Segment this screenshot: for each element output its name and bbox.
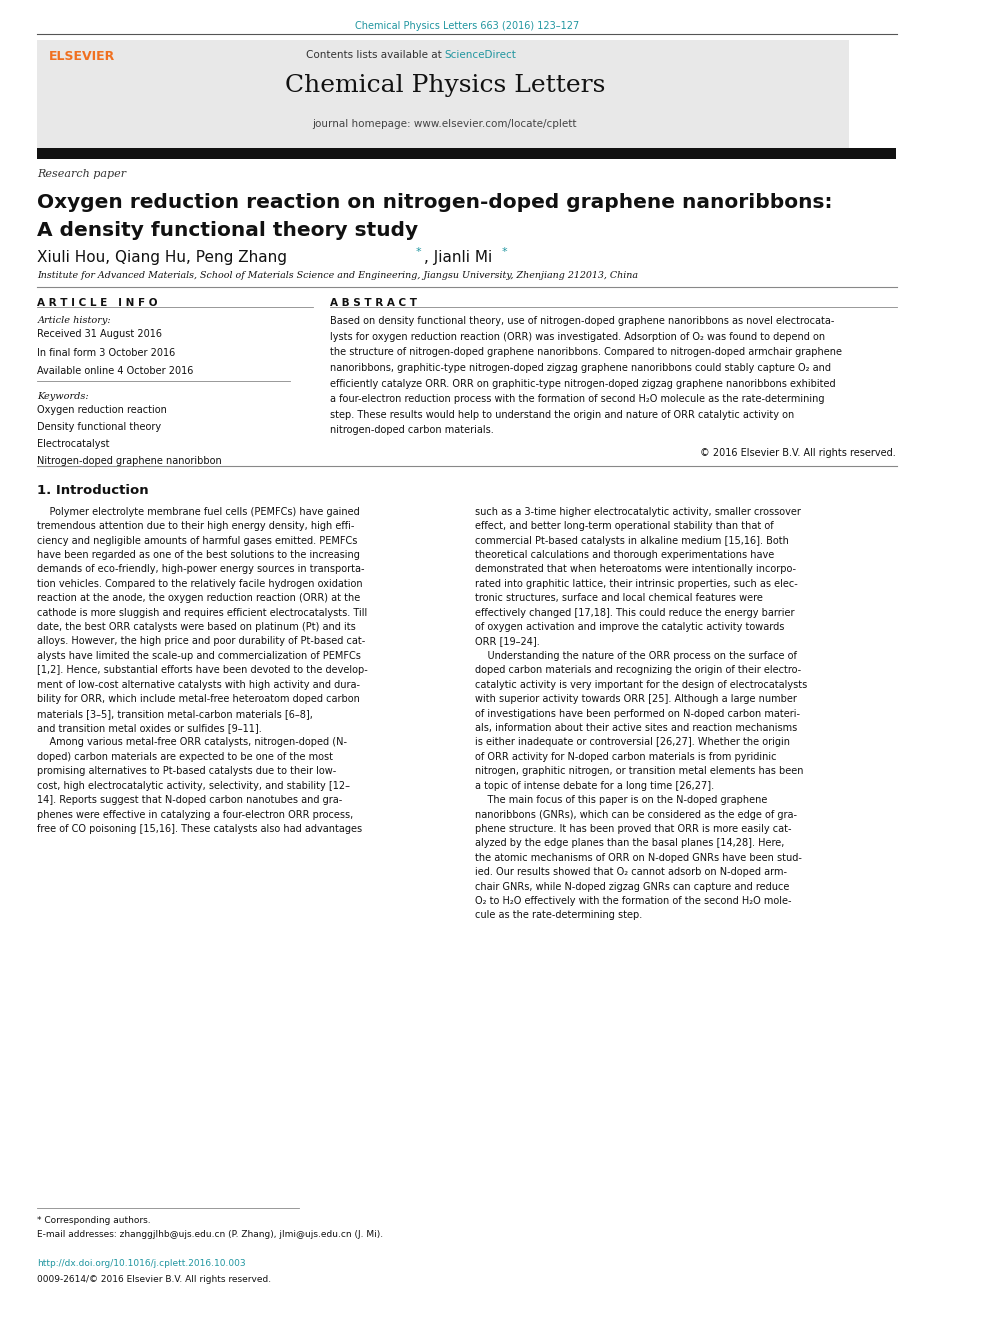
Text: such as a 3-time higher electrocatalytic activity, smaller crossover: such as a 3-time higher electrocatalytic…	[475, 507, 801, 517]
Text: *: *	[416, 247, 422, 258]
Text: effect, and better long-term operational stability than that of: effect, and better long-term operational…	[475, 521, 774, 531]
Text: nanoribbons (GNRs), which can be considered as the edge of gra-: nanoribbons (GNRs), which can be conside…	[475, 810, 797, 819]
Text: ORR [19–24].: ORR [19–24].	[475, 636, 540, 647]
Text: cathode is more sluggish and requires efficient electrocatalysts. Till: cathode is more sluggish and requires ef…	[38, 607, 368, 618]
Text: Institute for Advanced Materials, School of Materials Science and Engineering, J: Institute for Advanced Materials, School…	[38, 271, 639, 280]
Text: Density functional theory: Density functional theory	[38, 422, 162, 433]
Text: alloys. However, the high price and poor durability of Pt-based cat-: alloys. However, the high price and poor…	[38, 636, 366, 647]
Text: of oxygen activation and improve the catalytic activity towards: of oxygen activation and improve the cat…	[475, 622, 784, 632]
Text: tion vehicles. Compared to the relatively facile hydrogen oxidation: tion vehicles. Compared to the relativel…	[38, 579, 363, 589]
Text: ciency and negligible amounts of harmful gases emitted. PEMFCs: ciency and negligible amounts of harmful…	[38, 536, 358, 545]
Text: , Jianli Mi: , Jianli Mi	[425, 250, 493, 265]
Text: Contents lists available at: Contents lists available at	[306, 50, 444, 61]
Text: © 2016 Elsevier B.V. All rights reserved.: © 2016 Elsevier B.V. All rights reserved…	[699, 447, 896, 458]
Text: Oxygen reduction reaction: Oxygen reduction reaction	[38, 405, 168, 415]
Text: Xiuli Hou, Qiang Hu, Peng Zhang: Xiuli Hou, Qiang Hu, Peng Zhang	[38, 250, 288, 265]
Text: ELSEVIER: ELSEVIER	[49, 50, 115, 64]
Text: Received 31 August 2016: Received 31 August 2016	[38, 329, 163, 340]
Text: *: *	[502, 247, 508, 258]
Text: cule as the rate-determining step.: cule as the rate-determining step.	[475, 910, 642, 921]
Text: chair GNRs, while N-doped zigzag GNRs can capture and reduce: chair GNRs, while N-doped zigzag GNRs ca…	[475, 881, 789, 892]
Text: the structure of nitrogen-doped graphene nanoribbons. Compared to nitrogen-doped: the structure of nitrogen-doped graphene…	[330, 348, 842, 357]
Text: a four-electron reduction process with the formation of second H₂O molecule as t: a four-electron reduction process with t…	[330, 394, 824, 405]
Text: Based on density functional theory, use of nitrogen-doped graphene nanoribbons a: Based on density functional theory, use …	[330, 316, 834, 327]
Text: Chemical Physics Letters 663 (2016) 123–127: Chemical Physics Letters 663 (2016) 123–…	[355, 21, 579, 32]
Text: Nitrogen-doped graphene nanoribbon: Nitrogen-doped graphene nanoribbon	[38, 456, 222, 467]
Text: and transition metal oxides or sulfides [9–11].: and transition metal oxides or sulfides …	[38, 724, 262, 733]
Text: The main focus of this paper is on the N-doped graphene: The main focus of this paper is on the N…	[475, 795, 767, 806]
Text: doped carbon materials and recognizing the origin of their electro-: doped carbon materials and recognizing t…	[475, 665, 801, 675]
Text: Research paper: Research paper	[38, 169, 127, 180]
Text: catalytic activity is very important for the design of electrocatalysts: catalytic activity is very important for…	[475, 680, 807, 689]
Text: lysts for oxygen reduction reaction (ORR) was investigated. Adsorption of O₂ was: lysts for oxygen reduction reaction (ORR…	[330, 332, 825, 341]
Text: nitrogen, graphitic nitrogen, or transition metal elements has been: nitrogen, graphitic nitrogen, or transit…	[475, 766, 804, 777]
Text: is either inadequate or controversial [26,27]. Whether the origin: is either inadequate or controversial [2…	[475, 737, 790, 747]
Text: E-mail addresses: zhanggjlhb@ujs.edu.cn (P. Zhang), jlmi@ujs.edu.cn (J. Mi).: E-mail addresses: zhanggjlhb@ujs.edu.cn …	[38, 1230, 384, 1240]
Text: A density functional theory study: A density functional theory study	[38, 221, 419, 239]
Text: Understanding the nature of the ORR process on the surface of: Understanding the nature of the ORR proc…	[475, 651, 797, 662]
Text: step. These results would help to understand the origin and nature of ORR cataly: step. These results would help to unders…	[330, 410, 795, 419]
Text: O₂ to H₂O effectively with the formation of the second H₂O mole-: O₂ to H₂O effectively with the formation…	[475, 896, 792, 906]
Text: In final form 3 October 2016: In final form 3 October 2016	[38, 348, 176, 359]
Text: ment of low-cost alternative catalysts with high activity and dura-: ment of low-cost alternative catalysts w…	[38, 680, 360, 689]
Text: demonstrated that when heteroatoms were intentionally incorpo-: demonstrated that when heteroatoms were …	[475, 565, 796, 574]
Text: of investigations have been performed on N-doped carbon materi-: of investigations have been performed on…	[475, 709, 800, 718]
Text: materials [3–5], transition metal-carbon materials [6–8],: materials [3–5], transition metal-carbon…	[38, 709, 313, 718]
Text: of ORR activity for N-doped carbon materials is from pyridinic: of ORR activity for N-doped carbon mater…	[475, 751, 777, 762]
Text: 1. Introduction: 1. Introduction	[38, 484, 149, 497]
Text: nitrogen-doped carbon materials.: nitrogen-doped carbon materials.	[330, 426, 494, 435]
Text: A R T I C L E   I N F O: A R T I C L E I N F O	[38, 298, 158, 308]
Text: 0009-2614/© 2016 Elsevier B.V. All rights reserved.: 0009-2614/© 2016 Elsevier B.V. All right…	[38, 1275, 272, 1285]
FancyBboxPatch shape	[38, 148, 896, 159]
Text: Keywords:: Keywords:	[38, 392, 89, 401]
Text: Available online 4 October 2016: Available online 4 October 2016	[38, 366, 193, 377]
Text: Chemical Physics Letters: Chemical Physics Letters	[285, 74, 605, 97]
Text: promising alternatives to Pt-based catalysts due to their low-: promising alternatives to Pt-based catal…	[38, 766, 336, 777]
Text: with superior activity towards ORR [25]. Although a large number: with superior activity towards ORR [25].…	[475, 695, 797, 704]
Text: doped) carbon materials are expected to be one of the most: doped) carbon materials are expected to …	[38, 751, 333, 762]
Text: bility for ORR, which include metal-free heteroatom doped carbon: bility for ORR, which include metal-free…	[38, 695, 360, 704]
Text: commercial Pt-based catalysts in alkaline medium [15,16]. Both: commercial Pt-based catalysts in alkalin…	[475, 536, 789, 545]
Text: Article history:: Article history:	[38, 316, 111, 325]
Text: Among various metal-free ORR catalysts, nitrogen-doped (N-: Among various metal-free ORR catalysts, …	[38, 737, 347, 747]
Text: alyzed by the edge planes than the basal planes [14,28]. Here,: alyzed by the edge planes than the basal…	[475, 839, 784, 848]
Text: ied. Our results showed that O₂ cannot adsorb on N-doped arm-: ied. Our results showed that O₂ cannot a…	[475, 868, 787, 877]
Text: A B S T R A C T: A B S T R A C T	[330, 298, 417, 308]
Text: http://dx.doi.org/10.1016/j.cplett.2016.10.003: http://dx.doi.org/10.1016/j.cplett.2016.…	[38, 1259, 246, 1269]
Text: effectively changed [17,18]. This could reduce the energy barrier: effectively changed [17,18]. This could …	[475, 607, 795, 618]
Text: phene structure. It has been proved that ORR is more easily cat-: phene structure. It has been proved that…	[475, 824, 792, 833]
Text: alysts have limited the scale-up and commercialization of PEMFCs: alysts have limited the scale-up and com…	[38, 651, 361, 662]
Text: * Corresponding authors.: * Corresponding authors.	[38, 1216, 151, 1225]
Text: tremendous attention due to their high energy density, high effi-: tremendous attention due to their high e…	[38, 521, 355, 531]
Text: have been regarded as one of the best solutions to the increasing: have been regarded as one of the best so…	[38, 550, 360, 560]
Text: a topic of intense debate for a long time [26,27].: a topic of intense debate for a long tim…	[475, 781, 714, 791]
Text: als, information about their active sites and reaction mechanisms: als, information about their active site…	[475, 724, 797, 733]
FancyBboxPatch shape	[38, 40, 848, 151]
Text: demands of eco-friendly, high-power energy sources in transporta-: demands of eco-friendly, high-power ener…	[38, 565, 365, 574]
Text: cost, high electrocatalytic activity, selectivity, and stability [12–: cost, high electrocatalytic activity, se…	[38, 781, 350, 791]
Text: tronic structures, surface and local chemical features were: tronic structures, surface and local che…	[475, 593, 763, 603]
Text: 14]. Reports suggest that N-doped carbon nanotubes and gra-: 14]. Reports suggest that N-doped carbon…	[38, 795, 342, 806]
Text: reaction at the anode, the oxygen reduction reaction (ORR) at the: reaction at the anode, the oxygen reduct…	[38, 593, 361, 603]
Text: ScienceDirect: ScienceDirect	[444, 50, 517, 61]
Text: Oxygen reduction reaction on nitrogen-doped graphene nanoribbons:: Oxygen reduction reaction on nitrogen-do…	[38, 193, 833, 212]
Text: date, the best ORR catalysts were based on platinum (Pt) and its: date, the best ORR catalysts were based …	[38, 622, 356, 632]
Text: Electrocatalyst: Electrocatalyst	[38, 439, 110, 450]
Text: nanoribbons, graphitic-type nitrogen-doped zigzag graphene nanoribbons could sta: nanoribbons, graphitic-type nitrogen-dop…	[330, 363, 831, 373]
Text: [1,2]. Hence, substantial efforts have been devoted to the develop-: [1,2]. Hence, substantial efforts have b…	[38, 665, 368, 675]
Text: efficiently catalyze ORR. ORR on graphitic-type nitrogen-doped zigzag graphene n: efficiently catalyze ORR. ORR on graphit…	[330, 378, 835, 389]
Text: theoretical calculations and thorough experimentations have: theoretical calculations and thorough ex…	[475, 550, 774, 560]
Text: rated into graphitic lattice, their intrinsic properties, such as elec-: rated into graphitic lattice, their intr…	[475, 579, 798, 589]
Text: Polymer electrolyte membrane fuel cells (PEMFCs) have gained: Polymer electrolyte membrane fuel cells …	[38, 507, 360, 517]
Text: free of CO poisoning [15,16]. These catalysts also had advantages: free of CO poisoning [15,16]. These cata…	[38, 824, 362, 833]
Text: phenes were effective in catalyzing a four-electron ORR process,: phenes were effective in catalyzing a fo…	[38, 810, 353, 819]
Text: journal homepage: www.elsevier.com/locate/cplett: journal homepage: www.elsevier.com/locat…	[312, 119, 577, 130]
Text: the atomic mechanisms of ORR on N-doped GNRs have been stud-: the atomic mechanisms of ORR on N-doped …	[475, 853, 802, 863]
